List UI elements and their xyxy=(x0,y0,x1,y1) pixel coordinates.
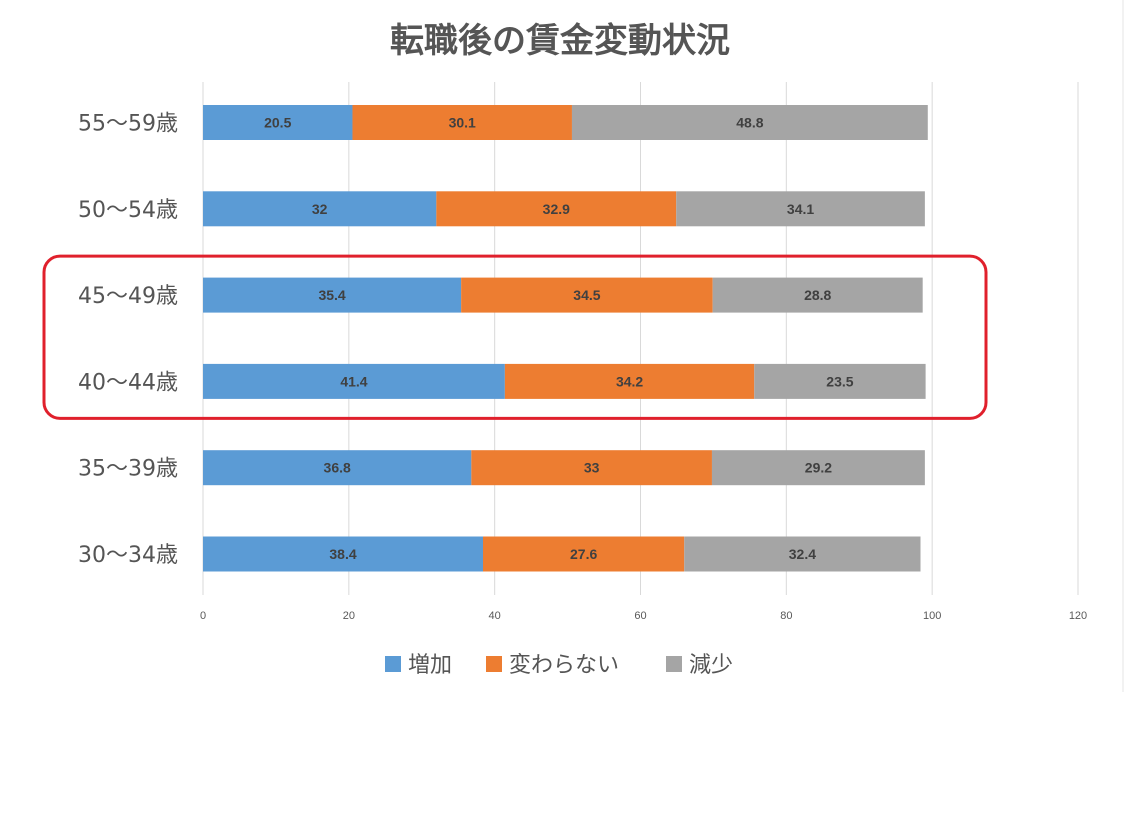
bar-segment xyxy=(203,536,483,572)
data-label: 34.5 xyxy=(573,287,600,303)
x-tick-label: 40 xyxy=(489,610,501,622)
data-label: 35.4 xyxy=(318,287,345,303)
highlight-group xyxy=(42,254,988,420)
x-tick-label: 20 xyxy=(343,610,355,622)
bar-segment xyxy=(483,536,685,572)
bar-segment xyxy=(571,105,928,140)
legend-label: 変わらない xyxy=(509,653,619,678)
category-label: 40〜44歳 xyxy=(78,370,178,395)
data-label: 32.9 xyxy=(543,201,570,217)
data-label: 20.5 xyxy=(264,115,291,131)
bar-segment xyxy=(203,191,437,227)
bar-segment xyxy=(352,105,572,140)
data-label: 33 xyxy=(584,460,600,476)
bar-segment xyxy=(754,363,926,399)
bar-segment xyxy=(471,450,712,486)
bar-segment xyxy=(203,450,472,486)
x-tick-label: 0 xyxy=(200,610,206,622)
legend-swatch xyxy=(666,656,682,672)
category-label: 30〜34歳 xyxy=(78,543,178,568)
x-tick-label: 120 xyxy=(1069,610,1087,622)
legend-swatch xyxy=(385,656,401,672)
data-label: 32.4 xyxy=(789,546,816,562)
data-label: 38.4 xyxy=(329,546,356,562)
bar-segment xyxy=(436,191,677,227)
category-label: 35〜39歳 xyxy=(78,457,178,482)
data-labels: 20.5 30.1 48.8 32 32.9 34.1 35.4 34.5 28.8 41.4 34… xyxy=(264,115,854,563)
chart-title: 転職後の賃金変動状況 xyxy=(390,21,730,61)
legend-label: 減少 xyxy=(689,653,733,678)
bar-segment xyxy=(203,363,505,399)
x-tick-label: 60 xyxy=(634,610,646,622)
x-axis-tick-labels: 0 20 40 60 80 100 120 xyxy=(200,610,1087,622)
bar-segment xyxy=(203,105,353,140)
bar-segment xyxy=(711,450,925,486)
data-label: 34.2 xyxy=(616,373,643,389)
legend-label: 増加 xyxy=(408,653,452,678)
legend-swatch xyxy=(486,656,502,672)
data-label: 27.6 xyxy=(570,546,597,562)
data-label: 29.2 xyxy=(805,460,832,476)
category-label: 50〜54歳 xyxy=(78,198,178,223)
data-label: 28.8 xyxy=(804,287,831,303)
gridlines xyxy=(202,82,1079,595)
legend: 増加 変わらない 減少 xyxy=(385,653,733,678)
bar-segment xyxy=(684,536,921,572)
data-label: 30.1 xyxy=(449,115,476,131)
highlight-box xyxy=(42,254,988,420)
category-label: 55〜59歳 xyxy=(78,112,178,137)
bar-segment xyxy=(461,277,713,313)
bar-segment xyxy=(504,363,755,399)
bar-segment xyxy=(712,277,923,313)
x-tick-label: 100 xyxy=(923,610,941,622)
bar-segment xyxy=(676,191,925,227)
bar-segment xyxy=(203,277,462,313)
data-label: 48.8 xyxy=(736,115,763,131)
data-label: 41.4 xyxy=(340,373,367,389)
category-label: 45〜49歳 xyxy=(78,284,178,309)
x-tick-label: 80 xyxy=(780,610,792,622)
data-label: 23.5 xyxy=(826,373,853,389)
data-label: 36.8 xyxy=(324,460,351,476)
data-label: 34.1 xyxy=(787,201,814,217)
data-label: 32 xyxy=(312,201,328,217)
category-labels: 55〜59歳 50〜54歳 45〜49歳 40〜44歳 35〜39歳 30〜34歳 xyxy=(78,112,178,569)
bars xyxy=(203,105,928,572)
